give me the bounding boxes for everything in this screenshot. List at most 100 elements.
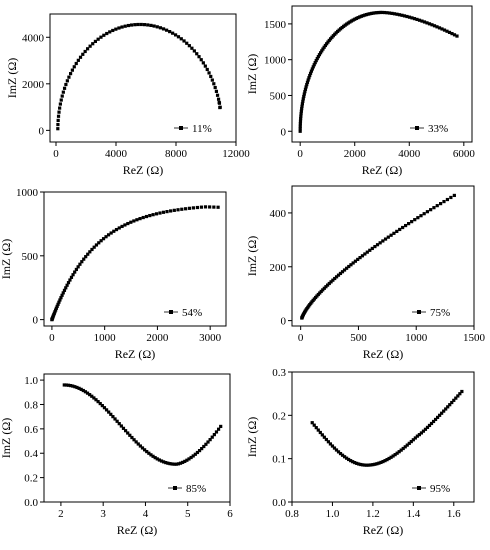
data-point [61, 291, 65, 295]
data-point [111, 28, 115, 33]
x-axis-title: ReZ (Ω) [115, 347, 156, 361]
data-point [309, 69, 314, 73]
data-point [57, 300, 61, 304]
data-point [402, 14, 407, 18]
data-point [98, 401, 102, 406]
data-point [385, 11, 389, 15]
data-point [378, 241, 382, 245]
y-axis-title: ImZ (Ω) [245, 54, 259, 95]
data-point [375, 462, 379, 466]
data-point [185, 458, 189, 462]
data-point [311, 65, 315, 69]
data-point [360, 254, 365, 258]
data-point [351, 460, 355, 464]
data-point [326, 440, 330, 444]
data-point [410, 16, 414, 20]
data-point [161, 27, 166, 31]
y-tick-label: 0 [281, 126, 287, 138]
data-point [187, 457, 191, 461]
data-point [318, 51, 323, 55]
x-tick-label: 0 [298, 332, 304, 344]
data-point [299, 117, 303, 121]
data-point [358, 256, 362, 260]
legend-marker [173, 486, 177, 490]
data-point [81, 52, 85, 56]
data-point [330, 444, 335, 448]
data-point [117, 422, 121, 426]
y-tick-label: 4000 [22, 32, 45, 44]
data-point [62, 288, 67, 292]
data-point [114, 27, 118, 31]
x-tick-label: 1500 [463, 332, 486, 344]
data-point [354, 16, 358, 21]
y-tick-label: 0 [281, 316, 287, 328]
data-point [302, 92, 306, 96]
data-point [415, 17, 419, 22]
data-point [340, 453, 345, 457]
data-point [328, 442, 333, 446]
data-point [97, 241, 101, 245]
data-point [329, 280, 333, 284]
y-tick-label: 0.2 [24, 473, 38, 485]
data-point [121, 426, 126, 430]
data-point [76, 265, 80, 269]
data-point [412, 17, 417, 21]
data-point [123, 223, 127, 227]
x-tick-label: 3 [100, 508, 106, 520]
data-point [370, 11, 374, 16]
data-point [303, 87, 308, 91]
plot-frame [43, 373, 231, 503]
data-point [173, 33, 178, 37]
data-point [77, 386, 81, 390]
data-point [370, 246, 374, 251]
plot-frame [291, 5, 473, 143]
data-point [203, 205, 208, 209]
data-point [65, 79, 69, 83]
data-point [347, 457, 351, 462]
data-point [158, 26, 163, 30]
panel-5: 2 3 4 5 6 0.0 0.2 0.4 0.6 0.8 1.0 ReZ (Ω) ImZ (Ω) 85% [0, 373, 233, 537]
data-point [312, 423, 316, 427]
data-point [403, 445, 407, 449]
data-point [168, 462, 172, 466]
y-tick-label: 200 [270, 262, 287, 274]
data-point [126, 431, 130, 435]
legend-marker [417, 310, 421, 314]
data-point [389, 233, 393, 237]
data-point [308, 71, 313, 75]
data-point [383, 459, 387, 463]
data-point [423, 427, 428, 431]
data-point [64, 383, 69, 387]
y-axis-title: ImZ (Ω) [0, 418, 13, 459]
x-tick-label: 1000 [94, 332, 117, 344]
data-point [212, 433, 216, 437]
data-point [213, 85, 217, 90]
data-point [316, 55, 320, 59]
data-point [161, 210, 166, 214]
y-tick-label: 0.3 [272, 367, 286, 379]
data-point [69, 384, 73, 388]
data-point [104, 408, 109, 412]
panel-6: 0.8 1.0 1.2 1.4 1.6 0.0 0.1 0.2 0.3 ReZ (Ω) ImZ (Ω… [245, 367, 475, 537]
data-point [67, 75, 71, 79]
data-point [299, 114, 303, 118]
data-point [391, 454, 395, 458]
data-point [407, 15, 412, 19]
data-point [88, 393, 92, 397]
data-point [342, 268, 347, 272]
data-point [314, 426, 318, 430]
data-point [132, 219, 136, 223]
data-point [206, 440, 210, 444]
data-point [380, 10, 384, 15]
legend-label: 54% [182, 307, 202, 319]
data-point [317, 53, 322, 57]
data-point [399, 448, 403, 452]
data-point [57, 110, 61, 114]
legend-label: 33% [428, 123, 448, 135]
data-point [363, 13, 367, 17]
data-point [64, 286, 68, 290]
data-point [318, 430, 322, 435]
data-point [383, 237, 388, 241]
data-point [333, 276, 337, 281]
data-point [310, 421, 314, 425]
